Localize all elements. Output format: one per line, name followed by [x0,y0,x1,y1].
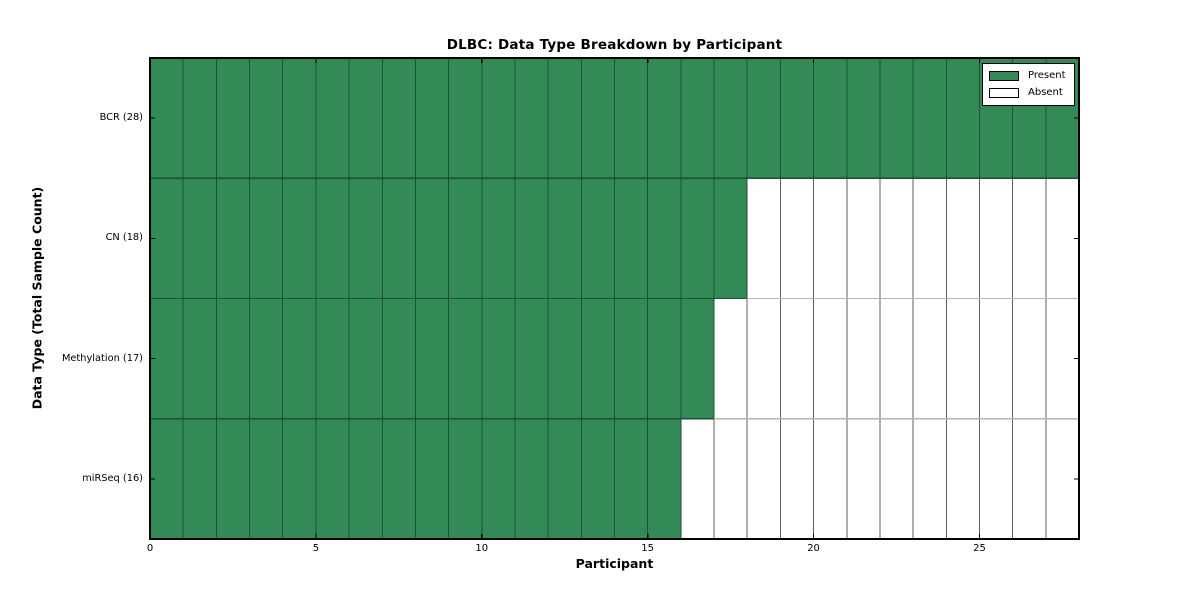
legend: Present Absent [982,63,1075,106]
x-tick-label-15: 15 [641,543,655,554]
present-swatch-icon [989,71,1019,81]
x-tick-label-0: 0 [146,543,154,554]
absent-swatch-icon [989,88,1019,98]
y-tick-label-mirseq: miRSeq (16) [82,472,143,484]
y-axis-label: Data Type (Total Sample Count) [29,186,45,410]
legend-absent-label: Absent [1028,87,1063,98]
x-tick-label-25: 25 [973,543,986,554]
participant-grid [149,57,1080,540]
x-tick-label-10: 10 [475,543,489,554]
x-tick-label-20: 20 [807,543,820,554]
x-tick-label-5: 5 [312,543,320,554]
legend-entry-present: Present [989,70,1068,82]
legend-entry-absent: Absent [989,87,1068,99]
x-axis-label: Participant [575,556,654,571]
y-tick-label-cn: CN (18) [105,232,143,244]
y-tick-label-bcr: BCR (28) [99,112,143,124]
chart-title: DLBC: Data Type Breakdown by Participant [446,37,783,53]
legend-present-label: Present [1028,70,1066,81]
y-tick-label-methylation: Methylation (17) [61,352,143,364]
plot-area [149,57,1080,540]
